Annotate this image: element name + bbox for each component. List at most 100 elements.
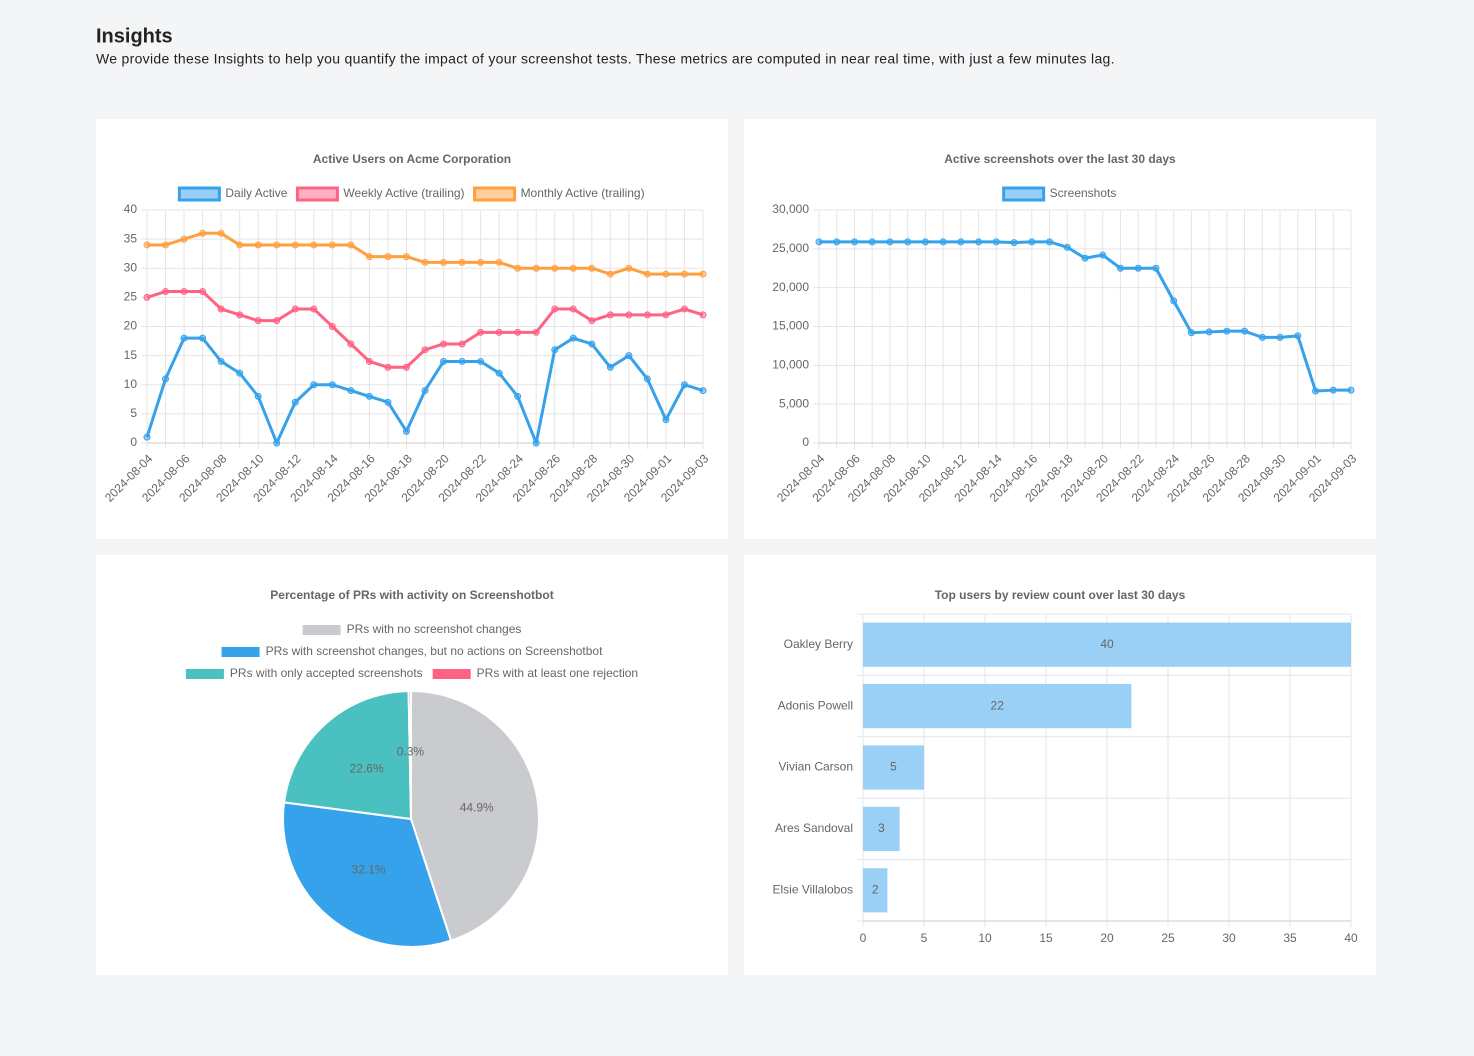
y-tick-label: Vivian Carson xyxy=(779,760,853,774)
legend-label: PRs with screenshot changes, but no acti… xyxy=(266,644,604,658)
data-point xyxy=(588,264,596,272)
data-point xyxy=(384,253,392,261)
data-point xyxy=(680,305,688,313)
pie-slice xyxy=(407,689,412,820)
y-tick-label: 35 xyxy=(124,231,138,245)
data-point xyxy=(1116,264,1124,272)
y-tick-label: Elsie Villalobos xyxy=(773,882,854,896)
data-point xyxy=(217,357,225,365)
data-point xyxy=(1187,329,1195,337)
data-point xyxy=(217,305,225,313)
legend-swatch xyxy=(295,186,339,202)
data-point xyxy=(514,328,522,336)
data-point xyxy=(236,241,244,249)
data-point xyxy=(328,241,336,249)
data-point xyxy=(477,328,485,336)
data-point xyxy=(833,238,841,246)
data-point xyxy=(1223,327,1231,335)
data-point xyxy=(680,270,688,278)
data-point xyxy=(440,340,448,348)
y-tick-label: 0 xyxy=(130,435,137,449)
data-point xyxy=(514,264,522,272)
data-point xyxy=(643,375,651,383)
data-point xyxy=(921,238,929,246)
data-point xyxy=(1170,297,1178,305)
data-point xyxy=(975,238,983,246)
data-point xyxy=(291,305,299,313)
y-tick-label: 5 xyxy=(130,406,137,420)
data-point xyxy=(440,258,448,266)
data-point xyxy=(421,346,429,354)
data-point xyxy=(680,381,688,389)
bar-value-label: 3 xyxy=(878,821,885,835)
bar xyxy=(863,806,900,852)
x-tick-label: 0 xyxy=(860,931,867,945)
data-point xyxy=(495,328,503,336)
bar xyxy=(863,868,888,913)
data-point xyxy=(815,238,823,246)
panel-background xyxy=(96,119,728,539)
data-point xyxy=(384,363,392,371)
data-point xyxy=(569,305,577,313)
legend-label: PRs with at least one rejection xyxy=(477,666,638,680)
x-tick-label: 30 xyxy=(1222,931,1236,945)
data-point xyxy=(662,270,670,278)
data-point xyxy=(458,258,466,266)
y-tick-label: 30,000 xyxy=(772,202,809,216)
data-point xyxy=(347,241,355,249)
data-point xyxy=(143,293,151,301)
page-description: We provide these Insights to help you qu… xyxy=(96,51,1115,67)
data-point xyxy=(1294,332,1302,340)
data-point xyxy=(1152,264,1160,272)
data-point xyxy=(421,387,429,395)
data-point xyxy=(236,369,244,377)
x-tick-label: 20 xyxy=(1100,931,1114,945)
y-tick-label: 20 xyxy=(124,319,138,333)
data-point xyxy=(347,340,355,348)
bar xyxy=(863,745,924,790)
y-tick-label: 15,000 xyxy=(772,319,809,333)
data-point xyxy=(551,346,559,354)
data-point xyxy=(662,416,670,424)
legend-swatch xyxy=(185,669,224,679)
data-point xyxy=(1063,243,1071,251)
data-point xyxy=(328,323,336,330)
data-point xyxy=(347,387,355,395)
data-point xyxy=(957,238,965,246)
legend-swatch xyxy=(177,186,221,202)
data-point xyxy=(310,241,318,249)
data-point xyxy=(569,334,577,342)
chart-title: Active screenshots over the last 30 days xyxy=(944,152,1176,166)
bar-value-label: 5 xyxy=(890,760,897,774)
legend-swatch xyxy=(1002,186,1046,202)
y-tick-label: Adonis Powell xyxy=(778,698,853,712)
legend-label: Monthly Active (trailing) xyxy=(521,186,645,200)
data-point xyxy=(1241,327,1249,335)
data-point xyxy=(199,334,207,342)
data-point xyxy=(365,253,373,261)
y-tick-label: 10 xyxy=(124,377,138,391)
data-point xyxy=(254,392,262,400)
x-tick-label: 35 xyxy=(1283,931,1297,945)
data-point xyxy=(868,238,876,246)
x-tick-label: 10 xyxy=(978,931,992,945)
data-point xyxy=(180,334,188,342)
data-point xyxy=(1347,386,1355,394)
legend-label: Screenshots xyxy=(1050,186,1117,200)
data-point xyxy=(886,238,894,246)
legend-swatch xyxy=(473,186,517,202)
data-point xyxy=(180,288,188,296)
bar-value-label: 22 xyxy=(991,698,1005,712)
legend-label: Daily Active xyxy=(225,186,287,200)
chart-panel: Percentage of PRs with activity on Scree… xyxy=(96,555,728,975)
x-tick-label: 25 xyxy=(1161,931,1175,945)
data-point xyxy=(1276,333,1284,341)
slice-label: 44.9% xyxy=(460,801,494,815)
legend-label: PRs with no screenshot changes xyxy=(347,622,522,636)
data-point xyxy=(421,258,429,266)
data-point xyxy=(477,357,485,365)
bar xyxy=(863,683,1132,729)
data-point xyxy=(551,264,559,272)
data-point xyxy=(606,311,614,319)
slice-label: 32.1% xyxy=(352,862,386,876)
